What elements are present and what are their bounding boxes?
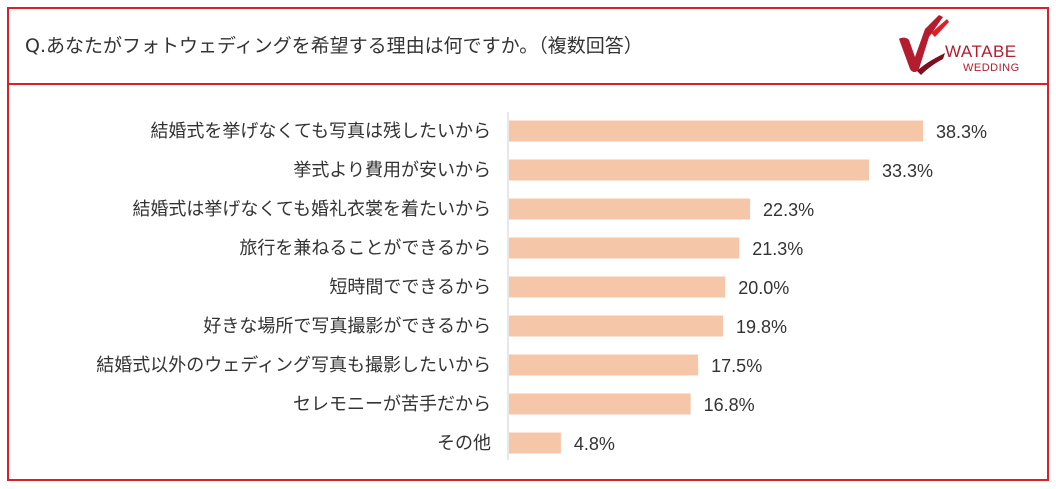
logo-text: WATABE: [945, 42, 1017, 61]
header: Q.あなたがフォトウェディングを希望する理由は何ですか。（複数回答） WATAB…: [9, 9, 1047, 85]
question-title: Q.あなたがフォトウェディングを希望する理由は何ですか。（複数回答）: [25, 35, 643, 57]
watabe-wedding-logo: WATABE WEDDING: [895, 13, 1035, 79]
logo-mark-icon: [899, 15, 949, 75]
logo-subtext: WEDDING: [963, 62, 1020, 74]
chart-frame: Q.あなたがフォトウェディングを希望する理由は何ですか。（複数回答） WATAB…: [7, 7, 1049, 481]
